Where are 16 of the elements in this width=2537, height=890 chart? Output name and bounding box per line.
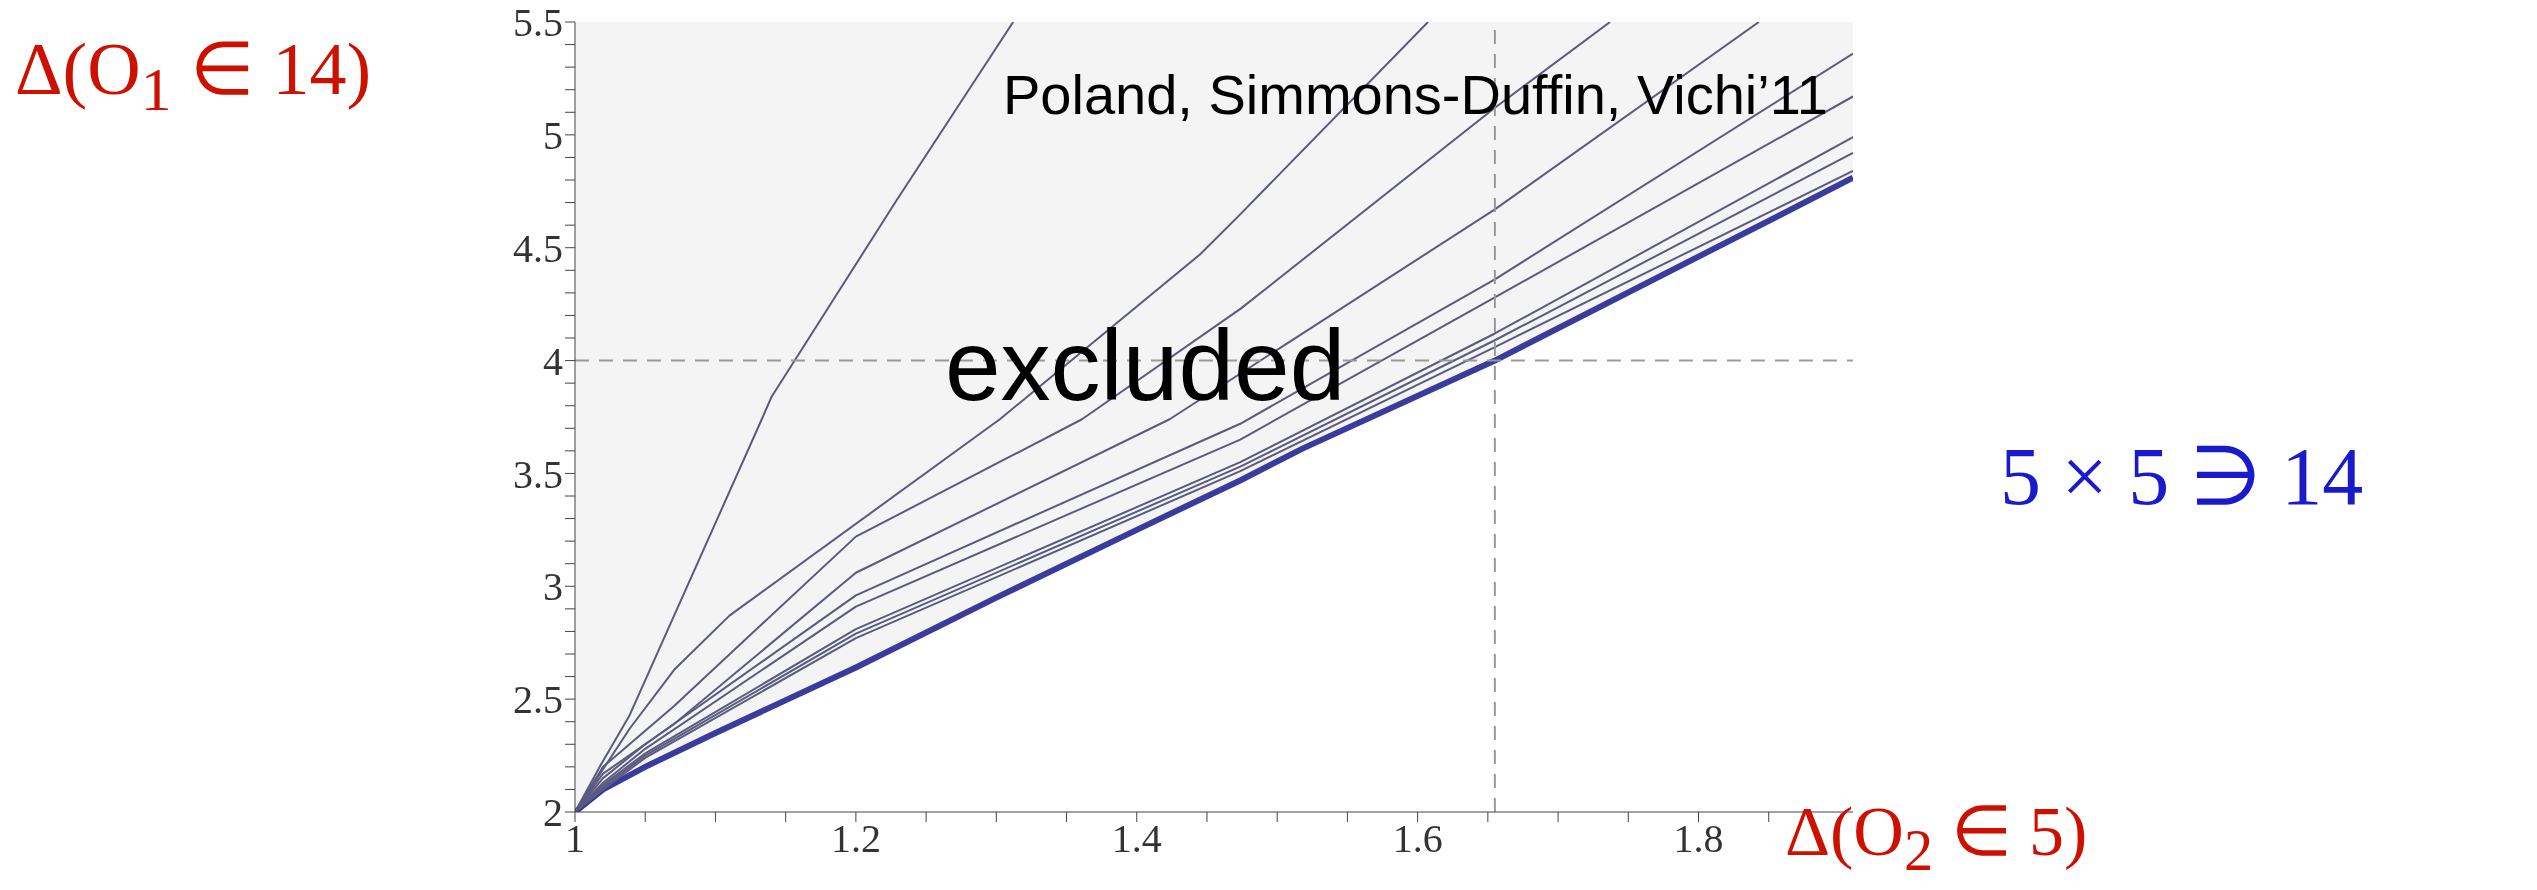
y-tick-label: 3.5	[513, 451, 563, 497]
text: 5 × 5 ∋ 14	[2000, 430, 2364, 524]
x-tick-label: 1	[565, 816, 585, 862]
y-tick-label: 2.5	[513, 677, 563, 723]
y-tick-label: 3	[543, 564, 563, 610]
y-axis-title: Δ(O$_{1}$ ∈ 14)	[15, 27, 372, 125]
y-tick-label: 2	[543, 790, 563, 836]
x-tick-label: 1.2	[830, 816, 881, 862]
y-tick-label: 4.5	[513, 225, 563, 271]
x-tick-label: 1.4	[1111, 816, 1162, 862]
y-tick-label: 5	[543, 113, 563, 159]
y-tick-label: 5.5	[513, 0, 563, 46]
y-tick-label: 4	[543, 338, 563, 384]
x-tick-label: 1.8	[1673, 816, 1724, 862]
x-tick-label: 1.6	[1392, 816, 1443, 862]
x-axis-title: Δ(O$_{2}$ ∈ 5)	[1785, 792, 2088, 884]
